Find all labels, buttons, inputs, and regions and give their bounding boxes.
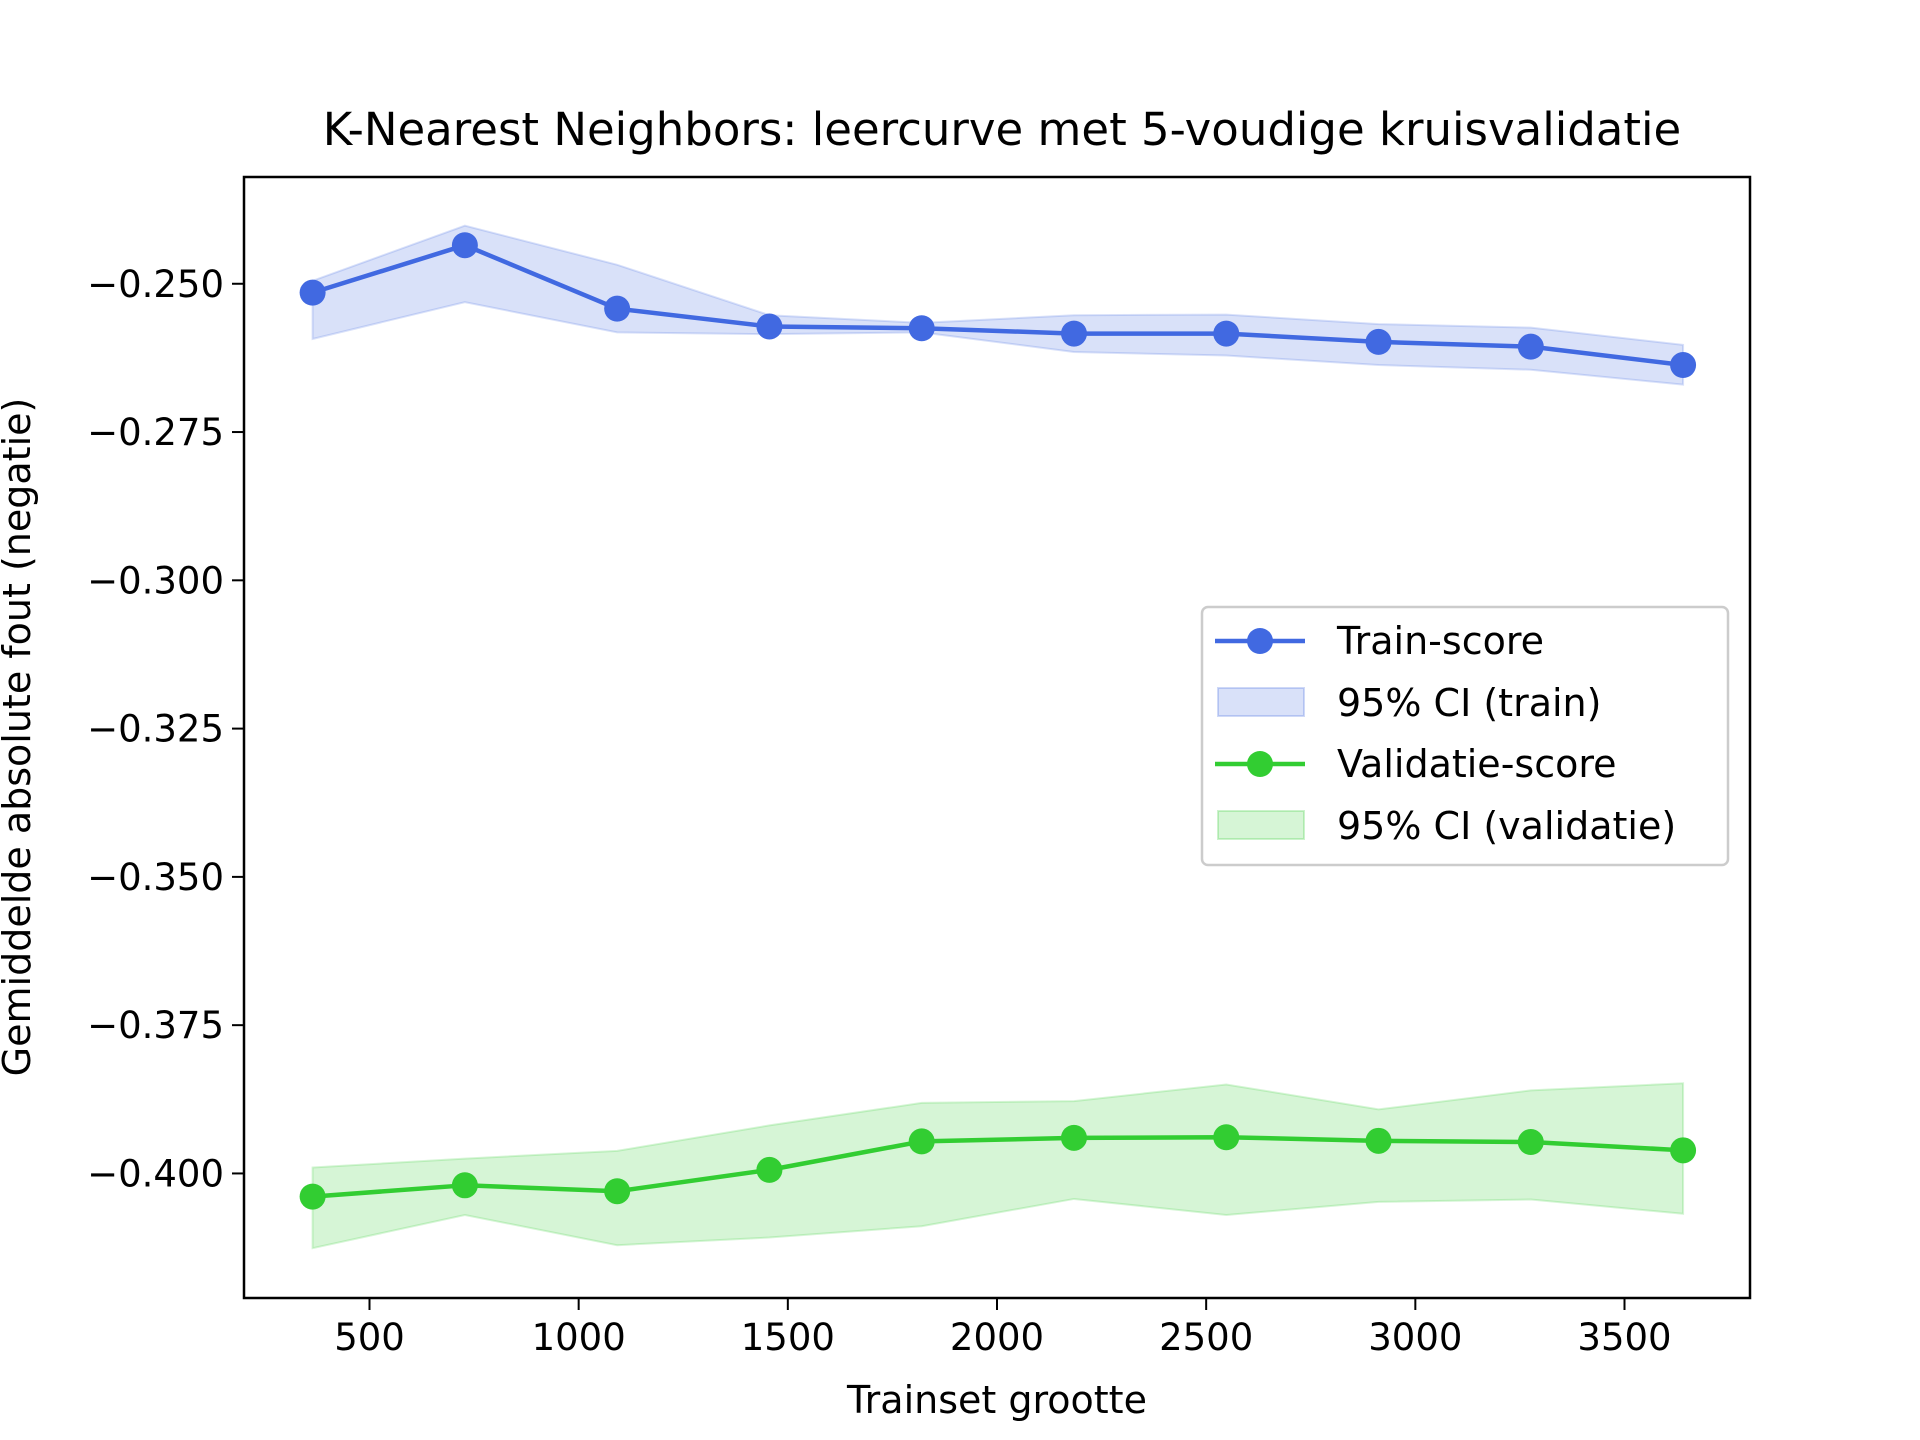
legend-train-marker — [1247, 628, 1273, 654]
x-tick-label: 2500 — [1159, 1316, 1253, 1359]
legend-validation-marker — [1247, 751, 1273, 777]
x-tick-label: 3500 — [1577, 1316, 1671, 1359]
validation-score-point — [1213, 1124, 1240, 1151]
y-axis: −0.250 −0.275 −0.300 −0.325 −0.350 −0.375 −0.4… — [87, 263, 244, 1195]
train-score-point — [604, 295, 631, 322]
confidence-bands — [311, 224, 1685, 1250]
validation-score-line — [312, 1135, 1684, 1199]
y-tick-label: −0.325 — [87, 708, 224, 751]
train-score-line — [311, 242, 1684, 368]
x-axis-label: Trainset grootte — [846, 1378, 1147, 1422]
train-score-point — [1060, 320, 1087, 347]
train-score-point — [908, 315, 935, 342]
x-tick-label: 3000 — [1368, 1316, 1462, 1359]
train-score-point — [1517, 333, 1544, 360]
legend-train-ci-label: 95% CI (train) — [1337, 681, 1601, 725]
y-tick-label: −0.300 — [87, 559, 224, 602]
legend-validation-ci-patch — [1217, 810, 1305, 840]
validation-score-point — [451, 1172, 478, 1199]
validation-score-point — [604, 1178, 631, 1205]
y-tick-label: −0.350 — [87, 856, 224, 899]
x-tick-label: 500 — [334, 1316, 405, 1359]
validation-score-point — [1670, 1137, 1697, 1164]
train-score-point — [299, 279, 326, 306]
legend-box — [1200, 605, 1730, 867]
legend-train-label: Train-score — [1336, 619, 1544, 663]
y-axis-label: Gemiddelde absolute fout (negatie) — [0, 398, 39, 1077]
series-lines — [299, 232, 1697, 1210]
y-tick-label: −0.375 — [87, 1004, 224, 1047]
train-score-point — [1213, 320, 1240, 347]
train-ci-band — [311, 224, 1685, 386]
validation-ci-band — [311, 1082, 1685, 1250]
x-tick-label: 1500 — [741, 1316, 835, 1359]
train-score-point — [756, 313, 783, 340]
y-tick-label: −0.250 — [87, 263, 224, 306]
validation-score-point — [908, 1128, 935, 1155]
legend: Train-score 95% CI (train) Validatie-sco… — [1200, 605, 1730, 867]
x-tick-label: 2000 — [950, 1316, 1044, 1359]
chart-title: K-Nearest Neighbors: leercurve met 5-vou… — [323, 103, 1681, 156]
train-score-point — [1670, 352, 1697, 379]
validation-score-point — [1517, 1129, 1544, 1156]
train-score-point — [1365, 328, 1392, 355]
validation-score-point — [1365, 1127, 1392, 1154]
train-score-point — [451, 232, 478, 259]
legend-validation-ci-label: 95% CI (validatie) — [1337, 804, 1676, 848]
legend-validation-label: Validatie-score — [1337, 742, 1617, 786]
validation-score-point — [1060, 1124, 1087, 1151]
y-tick-label: −0.400 — [87, 1152, 224, 1195]
x-axis: 500 1000 1500 2000 2500 3000 3500 — [334, 1298, 1672, 1359]
validation-score-point — [756, 1156, 783, 1183]
y-tick-label: −0.275 — [87, 411, 224, 454]
x-tick-label: 1000 — [532, 1316, 626, 1359]
validation-score-point — [299, 1183, 326, 1210]
legend-train-ci-patch — [1217, 687, 1305, 717]
